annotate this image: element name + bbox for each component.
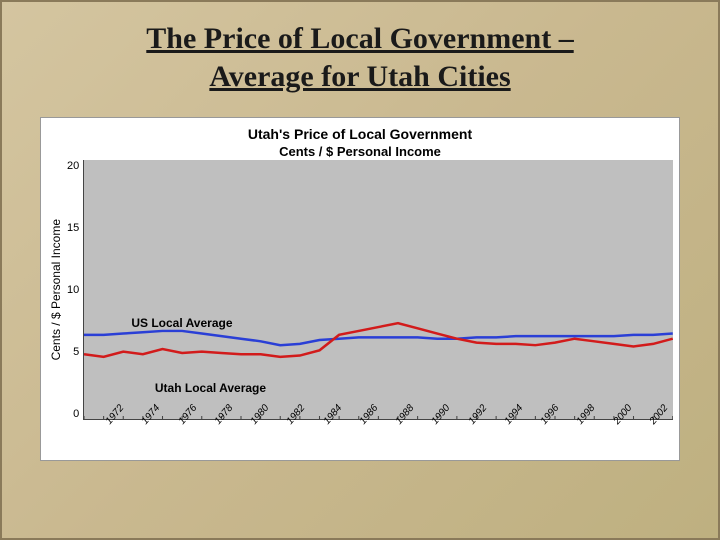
y-tick: 10: [67, 284, 79, 296]
slide-title: The Price of Local Government – Average …: [2, 2, 718, 107]
plot-area: US Local Average Utah Local Average: [83, 160, 673, 420]
series-label: Utah Local Average: [155, 381, 266, 395]
chart-title-main: Utah's Price of Local Government: [47, 126, 673, 144]
chart-container: Utah's Price of Local Government Cents /…: [40, 117, 680, 461]
plot-row: Cents / $ Personal Income 20 15 10 5 0 US Lo…: [47, 160, 673, 420]
y-axis-label: Cents / $ Personal Income: [47, 219, 65, 360]
y-tick: 0: [67, 408, 79, 420]
chart-title: Utah's Price of Local Government Cents /…: [47, 126, 673, 160]
y-tick: 5: [67, 346, 79, 358]
chart-subtitle: Cents / $ Personal Income: [47, 144, 673, 160]
title-line-1: The Price of Local Government –: [146, 22, 573, 55]
y-tick: 20: [67, 160, 79, 172]
x-axis-ticks: 1972197419761978198019821984198619881990…: [93, 420, 673, 454]
series-label: US Local Average: [131, 316, 232, 330]
y-tick: 15: [67, 222, 79, 234]
series-line: [84, 331, 673, 345]
y-axis-ticks: 20 15 10 5 0: [65, 160, 83, 420]
title-line-2: Average for Utah Cities: [209, 60, 510, 93]
